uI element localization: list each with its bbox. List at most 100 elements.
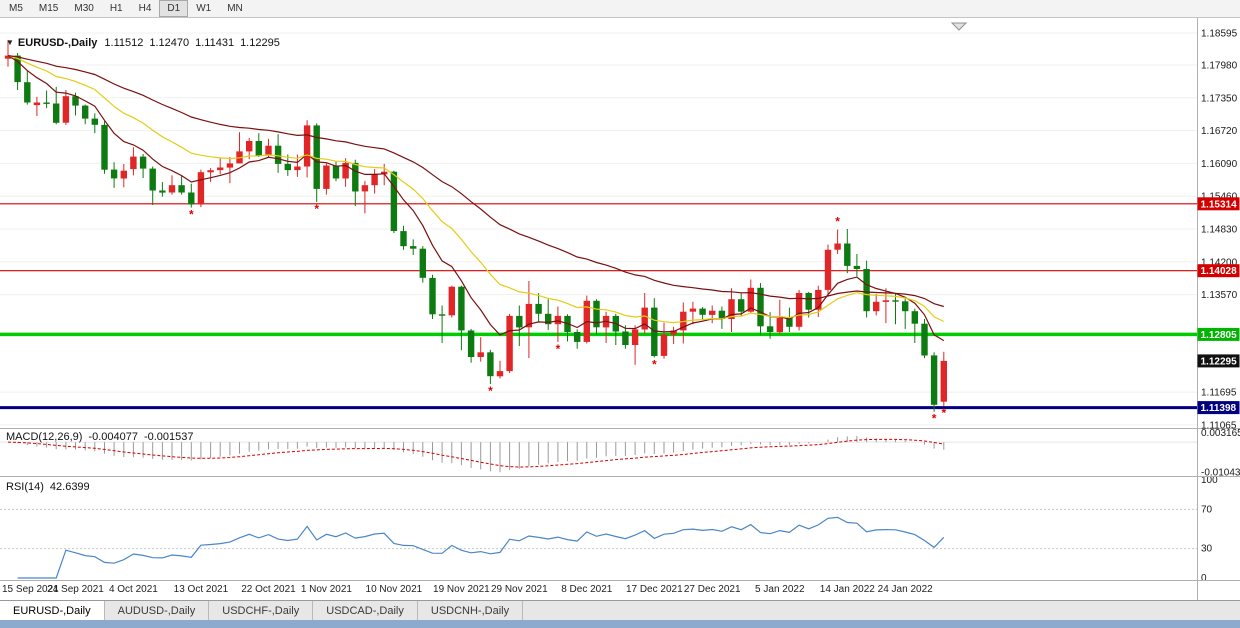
candle — [43, 102, 50, 104]
candle — [863, 269, 870, 312]
chart-tab-usdcad-daily[interactable]: USDCAD-,Daily — [313, 601, 418, 621]
candle — [448, 286, 455, 316]
fractal-mark-down: * — [488, 384, 493, 398]
candle — [873, 301, 880, 312]
candle — [438, 314, 446, 316]
candle — [689, 308, 697, 312]
candle — [361, 185, 369, 192]
candle — [149, 168, 156, 191]
candle — [419, 248, 426, 278]
candle — [535, 303, 542, 314]
price-scale-label: 1.17350 — [1201, 93, 1238, 104]
candle — [332, 165, 340, 179]
candle — [496, 371, 504, 377]
window-bottom-strip — [0, 620, 1240, 628]
candle — [516, 315, 523, 328]
candle — [33, 102, 41, 106]
fractal-mark-down: * — [941, 406, 946, 420]
candle — [101, 124, 108, 170]
date-label: 13 Oct 2021 — [174, 584, 229, 595]
candle — [371, 174, 378, 186]
price-badge-label: 1.12805 — [1201, 330, 1238, 341]
candle — [921, 323, 928, 356]
date-label: 8 Dec 2021 — [561, 584, 613, 595]
timeframe-button-h1[interactable]: H1 — [109, 3, 123, 14]
candle — [477, 352, 484, 357]
candle — [487, 352, 494, 377]
timeframe-button-w1[interactable]: W1 — [196, 3, 212, 14]
candle — [776, 318, 783, 333]
timeframe-button-m30[interactable]: M30 — [74, 3, 94, 14]
timeframe-toolbar: M5 M15 M30 H1 H4 D1 W1 MN — [0, 0, 1240, 18]
rsi-label: RSI(14) — [6, 481, 44, 493]
candle — [506, 315, 513, 372]
candle — [226, 163, 234, 168]
date-label: 29 Nov 2021 — [491, 584, 548, 595]
candle — [805, 293, 812, 310]
price-badge-label: 1.11398 — [1201, 403, 1237, 414]
candle — [631, 329, 639, 345]
candle — [930, 355, 938, 405]
chart-tab-usdchf-daily[interactable]: USDCHF-,Daily — [209, 601, 314, 621]
price-badge-label: 1.15314 — [1201, 199, 1238, 210]
timeframe-button-mn[interactable]: MN — [227, 3, 243, 14]
candle — [882, 300, 890, 302]
candle — [738, 299, 745, 312]
candle — [641, 307, 648, 330]
rsi-value: 42.6399 — [49, 481, 90, 493]
candle — [574, 332, 581, 342]
candle — [188, 192, 195, 205]
candle — [110, 169, 118, 179]
macd-label: MACD(12,26,9) — [6, 431, 83, 443]
candle — [400, 231, 407, 247]
chart-title: ▼ EURUSD-,Daily 1.11512 1.12470 1.11431 1.122… — [6, 37, 286, 49]
rsi-scale-label: 100 — [1201, 475, 1218, 486]
date-label: 1 Nov 2021 — [301, 584, 353, 595]
chart-tab-audusd-daily[interactable]: AUDUSD-,Daily — [104, 601, 210, 621]
candle — [834, 243, 841, 250]
price-badge — [1197, 401, 1240, 415]
chart-shift-marker[interactable] — [950, 22, 968, 31]
chart-tab-eurusd-daily[interactable]: EURUSD-,Daily — [0, 601, 105, 621]
date-label: 15 Sep 2021 — [2, 584, 59, 595]
price-scale-label: 1.16090 — [1201, 159, 1238, 170]
macd-scale-label: 0.003165 — [1201, 428, 1240, 439]
candle — [91, 118, 98, 125]
timeframe-button-m5[interactable]: M5 — [9, 3, 23, 14]
price-scale-label: 1.11695 — [1201, 388, 1237, 399]
candle — [284, 163, 291, 171]
candle — [265, 145, 272, 156]
candle — [14, 55, 21, 83]
date-label: 27 Dec 2021 — [684, 584, 741, 595]
candle — [24, 82, 31, 103]
candle — [699, 308, 706, 315]
collapse-arrow-icon[interactable]: ▼ — [6, 38, 14, 47]
candle — [651, 307, 658, 356]
date-label: 10 Nov 2021 — [366, 584, 423, 595]
date-label: 5 Jan 2022 — [755, 584, 805, 595]
fractal-mark-down: * — [314, 202, 319, 216]
date-label: 24 Jan 2022 — [878, 584, 933, 595]
chart-tab-usdcnh-daily[interactable]: USDCNH-,Daily — [417, 601, 524, 621]
timeframe-button-h4[interactable]: H4 — [138, 3, 152, 14]
candle — [525, 303, 533, 328]
price-scale-label: 1.17980 — [1201, 61, 1238, 72]
candle — [554, 315, 562, 325]
ohlc-close: 1.12295 — [240, 37, 280, 49]
candle — [718, 310, 726, 319]
timeframe-button-m15[interactable]: M15 — [38, 3, 59, 14]
macd-scale-label: -0.01043 — [1201, 467, 1240, 478]
price-scale-label: 1.15460 — [1201, 192, 1238, 203]
candle — [207, 170, 214, 173]
timeframe-button-d1[interactable]: D1 — [159, 0, 189, 17]
rsi-scale-label: 70 — [1201, 504, 1213, 515]
date-label: 4 Oct 2021 — [109, 584, 158, 595]
candle — [815, 289, 822, 310]
price-scale-label: 1.14830 — [1201, 225, 1238, 236]
candle — [410, 246, 417, 249]
candle — [892, 300, 899, 302]
candle — [390, 171, 398, 231]
fractal-mark-down: * — [556, 342, 561, 356]
price-scale-label: 1.11065 — [1201, 420, 1237, 431]
